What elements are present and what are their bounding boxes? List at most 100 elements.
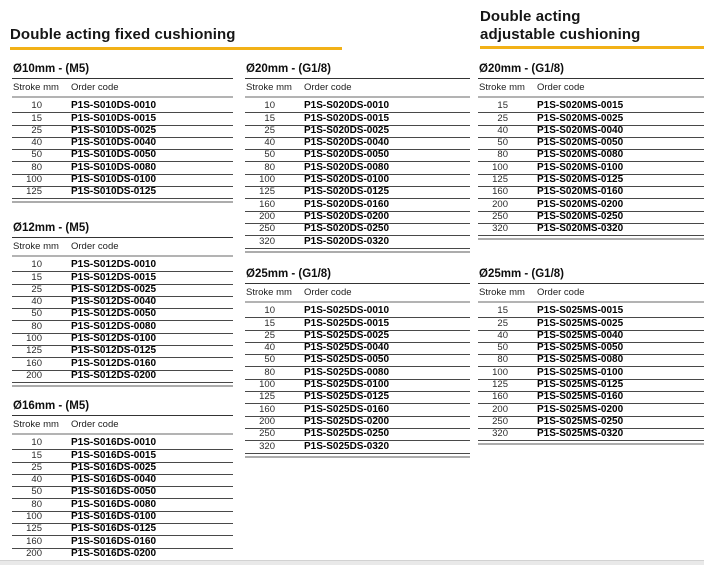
table-row: 40 P1S-S020DS-0040 bbox=[245, 137, 470, 151]
order-table-fixed-d12-m5: Ø12mm - (M5) Stroke mm Order code 10 P1S-S01… bbox=[12, 222, 233, 387]
stroke-value: 40 bbox=[264, 137, 275, 149]
stroke-value: 100 bbox=[26, 174, 42, 186]
stroke-value: 125 bbox=[259, 391, 275, 403]
stroke-value: 100 bbox=[492, 161, 508, 173]
order-code-value: P1S-S012DS-0125 bbox=[71, 345, 157, 357]
column-header-stroke: Stroke mm bbox=[246, 82, 292, 93]
order-table-fixed-d20-g18: Ø20mm - (G1/8) Stroke mm Order code 10 P1S-S… bbox=[245, 63, 470, 253]
table-row: 50 P1S-S020DS-0050 bbox=[245, 150, 470, 163]
stroke-value: 125 bbox=[259, 186, 275, 198]
table-row: 40 P1S-S020MS-0040 bbox=[478, 125, 704, 138]
order-code-value: P1S-S020DS-0160 bbox=[304, 198, 390, 210]
stroke-value: 10 bbox=[264, 100, 275, 112]
order-code-value: P1S-S025DS-0080 bbox=[304, 366, 390, 378]
stroke-value: 15 bbox=[264, 112, 275, 124]
order-code-value: P1S-S010DS-0040 bbox=[71, 137, 157, 149]
stroke-value: 40 bbox=[264, 342, 275, 354]
order-code-value: P1S-S020MS-0100 bbox=[537, 161, 624, 173]
column-header-order-code: Order code bbox=[71, 419, 119, 430]
stroke-value: 200 bbox=[259, 415, 275, 427]
stroke-value: 15 bbox=[497, 100, 508, 112]
column-header-stroke: Stroke mm bbox=[13, 82, 59, 93]
table-row: 125 P1S-S012DS-0125 bbox=[12, 345, 233, 359]
table-row: 200 P1S-S025MS-0200 bbox=[478, 403, 704, 417]
table-row: 320 P1S-S020DS-0320 bbox=[245, 235, 470, 249]
table-heading: Ø25mm - (G1/8) bbox=[478, 268, 704, 284]
section-title-adjustable-cushioning: Double acting adjustable cushioning bbox=[480, 8, 704, 49]
table-heading: Ø20mm - (G1/8) bbox=[245, 63, 470, 79]
table-row: 100 P1S-S016DS-0100 bbox=[12, 512, 233, 525]
table-row: 40 P1S-S012DS-0040 bbox=[12, 297, 233, 310]
table-row: 25 P1S-S012DS-0025 bbox=[12, 283, 233, 297]
table-row: 50 P1S-S020MS-0050 bbox=[478, 138, 704, 151]
table-row: 100 P1S-S012DS-0100 bbox=[12, 333, 233, 347]
stroke-value: 50 bbox=[264, 354, 275, 366]
stroke-value: 10 bbox=[31, 437, 42, 449]
stroke-value: 40 bbox=[31, 474, 42, 486]
stroke-value: 160 bbox=[26, 535, 42, 547]
table-row: 10 P1S-S016DS-0010 bbox=[12, 437, 233, 451]
order-code-value: P1S-S020MS-0025 bbox=[537, 112, 624, 124]
column-header-stroke: Stroke mm bbox=[246, 287, 292, 298]
table-row: 40 P1S-S016DS-0040 bbox=[12, 474, 233, 488]
table-row: 10 P1S-S025DS-0010 bbox=[245, 306, 470, 319]
order-code-value: P1S-S025DS-0040 bbox=[304, 342, 390, 354]
stroke-value: 200 bbox=[259, 210, 275, 222]
order-code-value: P1S-S020MS-0080 bbox=[537, 149, 624, 161]
table-row: 40 P1S-S025DS-0040 bbox=[245, 342, 470, 356]
stroke-value: 40 bbox=[31, 137, 42, 149]
order-code-value: P1S-S025MS-0015 bbox=[537, 305, 624, 317]
table-row: 80 P1S-S025MS-0080 bbox=[478, 355, 704, 368]
table-row: 160 P1S-S020MS-0160 bbox=[478, 186, 704, 200]
order-code-value: P1S-S020DS-0200 bbox=[304, 210, 390, 222]
column-header-stroke: Stroke mm bbox=[479, 287, 525, 298]
column-header-order-code: Order code bbox=[304, 287, 352, 298]
table-row: 80 P1S-S010DS-0080 bbox=[12, 162, 233, 175]
order-code-value: P1S-S020MS-0250 bbox=[537, 210, 624, 222]
order-code-value: P1S-S025DS-0125 bbox=[304, 391, 390, 403]
order-code-value: P1S-S012DS-0100 bbox=[71, 333, 157, 345]
stroke-value: 80 bbox=[497, 149, 508, 161]
order-table-adjustable-d20-g18: Ø20mm - (G1/8) Stroke mm Order code 15 P1S-S… bbox=[478, 63, 704, 241]
order-code-value: P1S-S020DS-0320 bbox=[304, 235, 390, 247]
table-row: 15 P1S-S012DS-0015 bbox=[12, 271, 233, 285]
stroke-value: 25 bbox=[31, 461, 42, 473]
stroke-value: 80 bbox=[31, 320, 42, 332]
table-row: 100 P1S-S020MS-0100 bbox=[478, 161, 704, 175]
order-code-value: P1S-S020DS-0100 bbox=[304, 174, 390, 186]
table-row: 160 P1S-S020DS-0160 bbox=[245, 198, 470, 212]
column-header-order-code: Order code bbox=[71, 241, 119, 252]
order-code-value: P1S-S016DS-0200 bbox=[71, 547, 157, 559]
table-row: 250 P1S-S020MS-0250 bbox=[478, 210, 704, 224]
table-row: 15 P1S-S010DS-0015 bbox=[12, 113, 233, 126]
section-title-text-line1: Double acting bbox=[480, 8, 581, 25]
order-code-value: P1S-S020MS-0160 bbox=[537, 186, 624, 198]
order-code-value: P1S-S010DS-0010 bbox=[71, 100, 157, 112]
order-code-value: P1S-S012DS-0015 bbox=[71, 271, 157, 283]
table-row: 100 P1S-S020DS-0100 bbox=[245, 174, 470, 188]
stroke-value: 15 bbox=[31, 449, 42, 461]
order-code-value: P1S-S025MS-0025 bbox=[537, 317, 624, 329]
table-heading: Ø25mm - (G1/8) bbox=[245, 268, 470, 284]
order-code-value: P1S-S012DS-0010 bbox=[71, 259, 157, 271]
table-header-row: Stroke mm Order code bbox=[12, 416, 233, 435]
order-code-value: P1S-S025DS-0200 bbox=[304, 415, 390, 427]
table-row: 25 P1S-S020MS-0025 bbox=[478, 112, 704, 126]
stroke-value: 25 bbox=[497, 317, 508, 329]
table-row: 250 P1S-S020DS-0250 bbox=[245, 223, 470, 237]
stroke-value: 200 bbox=[492, 403, 508, 415]
table-row: 80 P1S-S012DS-0080 bbox=[12, 320, 233, 334]
order-code-value: P1S-S020DS-0040 bbox=[304, 137, 390, 149]
table-row: 200 P1S-S020MS-0200 bbox=[478, 199, 704, 212]
order-code-value: P1S-S020DS-0125 bbox=[304, 186, 390, 198]
column-header-order-code: Order code bbox=[71, 82, 119, 93]
stroke-value: 40 bbox=[497, 329, 508, 341]
table-row: 25 P1S-S020DS-0025 bbox=[245, 125, 470, 138]
stroke-value: 15 bbox=[497, 305, 508, 317]
order-code-value: P1S-S025DS-0025 bbox=[304, 329, 390, 341]
order-code-value: P1S-S020DS-0250 bbox=[304, 223, 390, 235]
table-header-row: Stroke mm Order code bbox=[245, 284, 470, 303]
table-row: 50 P1S-S025DS-0050 bbox=[245, 354, 470, 368]
order-code-value: P1S-S012DS-0025 bbox=[71, 283, 157, 295]
stroke-value: 25 bbox=[31, 283, 42, 295]
